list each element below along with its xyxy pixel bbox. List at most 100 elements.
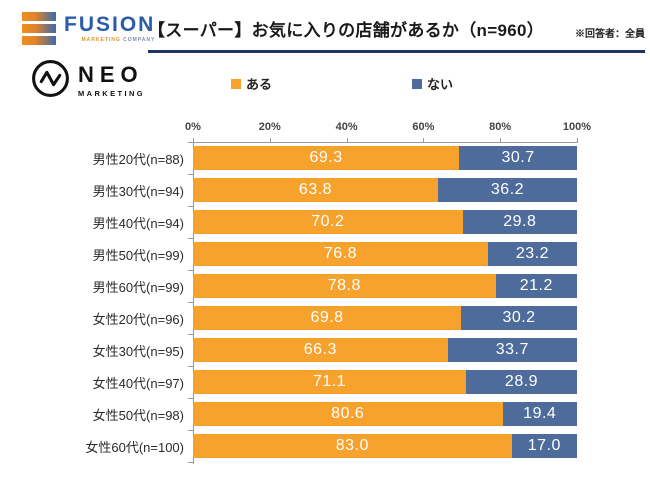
bar-segment-nai: 30.7 <box>459 146 577 170</box>
legend-swatch <box>230 78 241 89</box>
y-axis-tick <box>188 270 193 271</box>
x-axis-tick <box>423 138 425 142</box>
bar-track: 69.3 30.7 <box>193 146 577 170</box>
y-axis-tick <box>188 302 193 303</box>
bar-segment-aru: 78.8 <box>193 274 496 298</box>
x-axis-labels: 0% 20% 40% 60% 80% 100% <box>185 121 591 137</box>
title-bar: 【スーパー】お気に入りの店舗があるか（n=960） ※回答者：全員 <box>148 16 645 53</box>
bar-track: 71.1 28.9 <box>193 370 577 394</box>
fusion-logo-icon <box>22 12 56 45</box>
y-axis-tick <box>188 142 193 143</box>
bar-track: 66.3 33.7 <box>193 338 577 362</box>
y-axis-tick <box>188 206 193 207</box>
bar-value-label: 66.3 <box>303 341 337 358</box>
respondent-note: ※回答者：全員 <box>575 29 645 40</box>
bar-row: 女性30代(n=95) 66.3 33.7 <box>0 334 650 366</box>
bar-row: 男性30代(n=94) 63.8 36.2 <box>0 174 650 206</box>
bar-value-label: 30.7 <box>501 149 535 166</box>
x-axis-tick <box>577 138 578 142</box>
bar-segment-aru: 83.0 <box>193 434 512 458</box>
bar-chart: 男性20代(n=88) 69.3 30.7 男性30代(n=94) 63.8 36.2 男性… <box>0 142 650 462</box>
y-axis-tick <box>188 174 193 175</box>
bar-segment-aru: 76.8 <box>193 242 488 266</box>
row-label: 女性30代(n=95) <box>92 343 184 359</box>
bar-value-label: 28.9 <box>504 373 539 390</box>
row-label: 女性50代(n=98) <box>92 407 184 423</box>
bar-track: 76.8 23.2 <box>193 242 577 266</box>
y-axis-tick <box>188 398 193 399</box>
neo-logo-name: NEO <box>78 62 144 87</box>
bar-row: 男性40代(n=94) 70.2 29.8 <box>0 206 650 238</box>
x-axis-tick <box>500 138 502 142</box>
bar-segment-aru: 63.8 <box>193 178 438 202</box>
bar-segment-nai: 19.4 <box>502 402 577 426</box>
row-label: 女性40代(n=97) <box>92 375 184 391</box>
bar-segment-aru: 71.1 <box>193 370 467 394</box>
row-label: 男性60代(n=99) <box>92 279 184 295</box>
bar-value-label: 69.8 <box>310 309 344 326</box>
x-axis-tick-label: 60% <box>412 121 435 133</box>
bar-segment-nai: 30.2 <box>461 306 577 330</box>
bar-track: 63.8 36.2 <box>193 178 577 202</box>
bar-row: 男性60代(n=99) 78.8 21.2 <box>0 270 650 302</box>
bar-row: 女性60代(n=100) 83.0 17.0 <box>0 430 650 462</box>
bar-value-label: 69.3 <box>309 149 343 166</box>
bar-segment-nai: 36.2 <box>437 178 577 202</box>
row-label: 男性50代(n=99) <box>92 247 184 263</box>
bar-row: 男性50代(n=99) 76.8 23.2 <box>0 238 650 270</box>
bar-value-label: 29.8 <box>503 213 537 230</box>
row-label: 女性60代(n=100) <box>85 439 184 455</box>
y-axis-tick <box>188 334 193 335</box>
row-label: 男性30代(n=94) <box>92 183 184 199</box>
legend-item-0: ある <box>230 74 272 93</box>
bar-value-label: 17.0 <box>527 437 561 454</box>
bar-segment-nai: 23.2 <box>487 242 577 266</box>
x-axis-tick-label: 40% <box>335 121 358 133</box>
bar-segment-nai: 28.9 <box>466 370 577 394</box>
bar-segment-aru: 80.6 <box>193 402 503 426</box>
bar-track: 70.2 29.8 <box>193 210 577 234</box>
row-label: 男性20代(n=88) <box>92 151 184 167</box>
y-axis-tick <box>188 430 193 431</box>
bar-value-label: 63.8 <box>298 181 333 198</box>
y-axis-line <box>188 142 194 464</box>
legend-swatch <box>412 78 422 89</box>
bar-row: 女性20代(n=96) 69.8 30.2 <box>0 302 650 334</box>
bar-value-label: 30.2 <box>502 309 536 326</box>
bar-value-label: 78.8 <box>327 277 361 294</box>
bar-value-label: 19.4 <box>523 405 557 422</box>
bar-value-label: 36.2 <box>490 181 525 198</box>
fusion-logo: FUSION MARKETING COMPANY <box>22 12 155 45</box>
fusion-logo-tagline: MARKETING COMPANY <box>81 37 156 43</box>
x-axis-tick-label: 20% <box>258 121 281 133</box>
bar-value-label: 70.2 <box>311 213 345 230</box>
bar-segment-nai: 17.0 <box>511 434 577 458</box>
chart-legend: ある ない <box>150 74 534 93</box>
bar-row: 女性40代(n=97) 71.1 28.9 <box>0 366 650 398</box>
bar-row: 女性50代(n=98) 80.6 19.4 <box>0 398 650 430</box>
x-axis-tick-label: 100% <box>562 121 592 133</box>
bar-track: 80.6 19.4 <box>193 402 577 426</box>
bar-segment-aru: 66.3 <box>193 338 448 362</box>
x-axis-tick <box>346 138 348 142</box>
legend-label: ない <box>427 77 454 92</box>
x-axis-line <box>188 138 578 143</box>
bar-segment-nai: 29.8 <box>462 210 577 234</box>
bar-segment-nai: 21.2 <box>495 274 577 298</box>
x-axis-tick <box>269 138 271 142</box>
y-axis-tick <box>188 238 193 239</box>
x-axis-tick-label: 80% <box>489 121 512 133</box>
fusion-logo-name: FUSION <box>64 13 156 36</box>
y-axis-tick <box>188 366 193 367</box>
bar-value-label: 21.2 <box>519 277 553 294</box>
bar-value-label: 83.0 <box>335 437 369 454</box>
y-axis-tick <box>188 462 193 463</box>
bar-segment-aru: 69.3 <box>193 146 460 170</box>
row-label: 女性20代(n=96) <box>92 311 184 327</box>
bar-track: 78.8 21.2 <box>193 274 577 298</box>
legend-label: ある <box>245 77 272 92</box>
legend-item-1: ない <box>412 74 453 93</box>
bar-value-label: 23.2 <box>515 245 550 262</box>
x-axis-tick-label: 0% <box>185 121 201 133</box>
